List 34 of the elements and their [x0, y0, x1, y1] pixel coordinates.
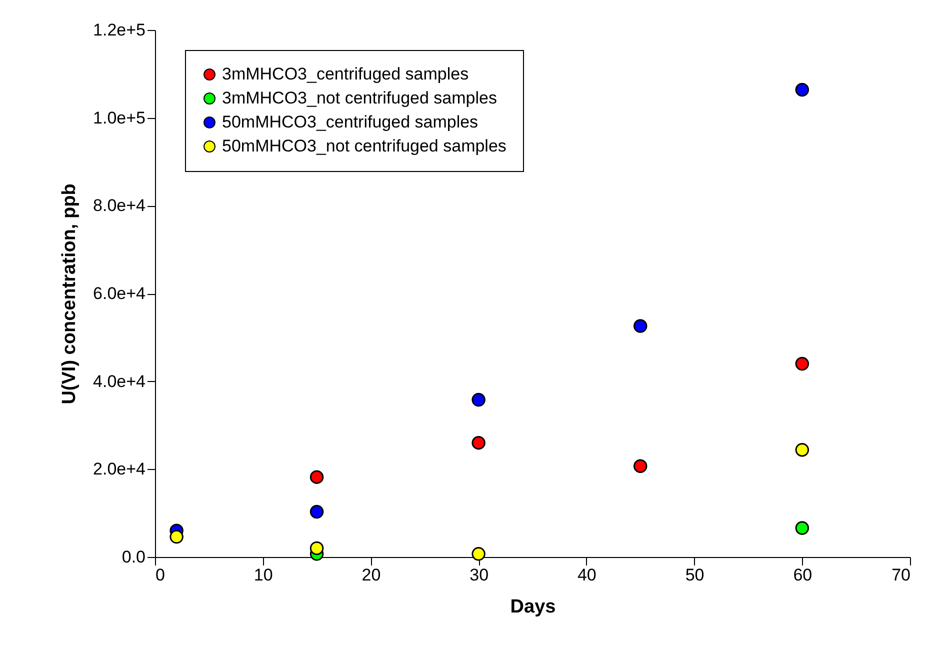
- y-tick-label: 6.0e+4: [93, 284, 146, 303]
- x-axis-title: Days: [510, 596, 556, 618]
- point: [472, 436, 486, 450]
- point: [310, 470, 324, 484]
- point: [310, 541, 324, 556]
- y-tick-label: 2.0e+4: [93, 460, 146, 479]
- y-tick-label: 0.0: [122, 548, 146, 566]
- y-tick-label: 8.0e+4: [93, 196, 146, 216]
- x-tick-label: 0: [156, 566, 165, 584]
- x-tick-label: 30: [470, 566, 489, 584]
- x-tick-label: 70: [892, 566, 910, 584]
- legend-label: 50mMHCO3_centrifuged samples: [222, 112, 478, 132]
- y-tick-label: 1.0e+5: [93, 108, 146, 128]
- x-tick-label: 20: [362, 566, 381, 584]
- point: [795, 82, 810, 97]
- y-axis-title: U(VI) concentration, ppb: [59, 184, 80, 404]
- y-tick-label: 1.2e+5: [93, 20, 146, 40]
- point: [170, 530, 184, 544]
- point: [795, 521, 810, 535]
- point: [633, 459, 648, 473]
- legend-label: 50mMHCO3_not centrifuged samples: [222, 136, 506, 156]
- x-tick-label: 10: [254, 566, 273, 584]
- point: [795, 356, 810, 371]
- x-tick-label: 40: [577, 566, 596, 584]
- point: [795, 442, 810, 457]
- point: [472, 547, 486, 561]
- point: [310, 504, 324, 519]
- legend-label: 3mMHCO3_centrifuged samples: [222, 64, 469, 84]
- point: [472, 392, 486, 407]
- y-tick-label: 4.0e+4: [93, 372, 146, 391]
- legend-label: 3mMHCO3_not centrifuged samples: [222, 88, 497, 108]
- x-tick-label: 50: [685, 566, 704, 584]
- point: [633, 319, 648, 333]
- x-tick-label: 60: [793, 566, 812, 584]
